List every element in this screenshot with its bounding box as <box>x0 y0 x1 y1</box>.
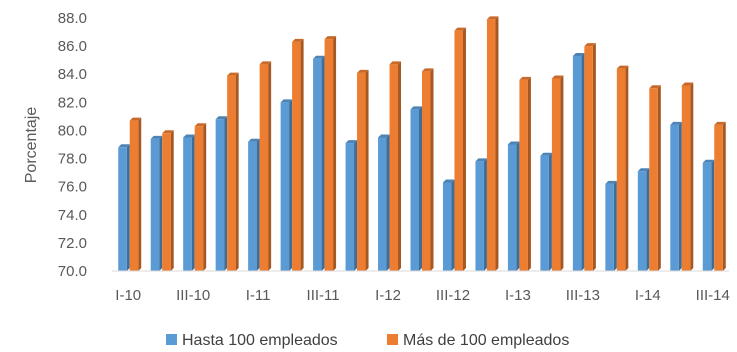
bar-mas-100-III-14 <box>714 121 726 271</box>
bar-mas-100-IV-11 <box>357 69 369 271</box>
bar-mas-100-IV-10 <box>227 72 239 271</box>
legend: Hasta 100 empleados Más de 100 empleados <box>166 332 569 349</box>
bar-mas-100-II-13 <box>551 75 564 271</box>
legend-label-mas-100: Más de 100 empleados <box>403 332 569 349</box>
bar-hasta-100-IV-10 <box>215 116 228 271</box>
bar-mas-100-III-11 <box>324 36 337 272</box>
bar-hasta-100-IV-13 <box>605 180 617 271</box>
bar-mas-100-II-11 <box>292 38 304 272</box>
bar-hasta-100-II-13 <box>540 152 552 271</box>
x-tick-label: III-12 <box>436 287 470 304</box>
bar-mas-100-II-10 <box>162 130 174 271</box>
x-tick-label: I-10 <box>115 287 141 304</box>
bar-mas-100-III-10 <box>194 123 207 271</box>
bar-mas-100-I-10 <box>129 117 142 271</box>
legend-swatch-hasta-100 <box>166 334 177 345</box>
x-tick-label: III-10 <box>176 287 210 304</box>
y-axis-ticks: 70.0 72.0 74.0 76.0 78.0 80.0 82.0 84.0 86.0 88.0 <box>58 10 87 280</box>
y-tick-label: 70.0 <box>58 263 87 280</box>
x-tick-label: III-13 <box>566 287 600 304</box>
bar-hasta-100-III-10 <box>183 134 195 271</box>
x-tick-label: I-13 <box>505 287 531 304</box>
y-tick-label: 84.0 <box>58 66 87 83</box>
bar-mas-100-I-11 <box>259 61 272 272</box>
y-tick-label: 76.0 <box>58 179 87 196</box>
bar-hasta-100-III-11 <box>313 55 325 272</box>
bar-hasta-100-III-14 <box>702 159 715 271</box>
bar-mas-100-I-13 <box>519 76 531 271</box>
y-tick-label: 74.0 <box>58 207 87 224</box>
bar-hasta-100-I-10 <box>118 144 130 271</box>
x-tick-label: III-14 <box>696 287 730 304</box>
bar-mas-100-III-12 <box>454 27 466 272</box>
bar-hasta-100-I-12 <box>378 134 390 271</box>
bar-hasta-100-II-14 <box>670 121 682 271</box>
y-tick-label: 72.0 <box>58 235 87 252</box>
x-tick-label: I-14 <box>635 287 661 304</box>
legend-swatch-mas-100 <box>387 334 398 345</box>
bar-mas-100-II-12 <box>422 68 434 272</box>
bar-hasta-100-IV-12 <box>475 158 487 271</box>
bar-hasta-100-II-11 <box>280 99 293 271</box>
bar-hasta-100-III-13 <box>572 52 585 272</box>
y-tick-label: 80.0 <box>58 122 87 139</box>
legend-label-hasta-100: Hasta 100 empleados <box>182 332 338 349</box>
x-tick-label: I-11 <box>246 287 271 304</box>
bar-hasta-100-I-14 <box>637 168 650 271</box>
x-tick-label: I-12 <box>375 287 401 304</box>
y-tick-label: 82.0 <box>58 94 87 111</box>
bars <box>118 16 726 272</box>
bar-hasta-100-IV-11 <box>345 140 358 271</box>
bar-hasta-100-III-12 <box>442 179 455 271</box>
bar-hasta-100-I-13 <box>507 141 520 271</box>
bar-hasta-100-II-12 <box>410 106 422 271</box>
bar-hasta-100-I-11 <box>248 138 260 271</box>
bar-mas-100-I-12 <box>389 61 402 272</box>
y-tick-label: 88.0 <box>58 10 87 27</box>
bar-mas-100-IV-12 <box>486 16 499 272</box>
bar-mas-100-II-14 <box>681 82 694 271</box>
bar-hasta-100-II-10 <box>150 135 163 271</box>
x-tick-label: III-11 <box>307 287 340 304</box>
bar-mas-100-IV-13 <box>616 65 629 271</box>
bar-mas-100-III-13 <box>584 43 596 271</box>
y-tick-label: 78.0 <box>58 151 87 168</box>
y-tick-label: 86.0 <box>58 38 87 55</box>
y-axis-title: Porcentaje <box>23 107 40 184</box>
bar-mas-100-I-14 <box>649 85 661 272</box>
x-axis-ticks: I-10 III-10 I-11 III-11 I-12 III-12 I-13 III-13… <box>115 287 730 304</box>
